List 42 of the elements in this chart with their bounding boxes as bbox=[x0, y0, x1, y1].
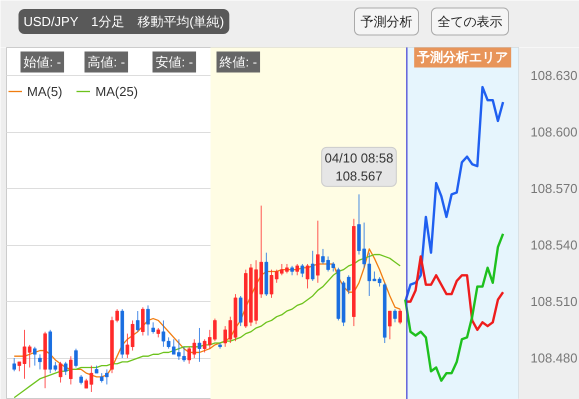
candlestick bbox=[12, 358, 16, 372]
y-tick-label: 108.510 bbox=[530, 294, 578, 310]
candlestick bbox=[136, 310, 140, 332]
candlestick bbox=[33, 346, 37, 366]
candlestick bbox=[300, 263, 304, 278]
candlestick bbox=[398, 308, 402, 325]
candlestick bbox=[290, 265, 294, 276]
candlestick bbox=[69, 356, 73, 385]
candlestick bbox=[151, 322, 155, 334]
annotation: 安値: - bbox=[156, 54, 194, 70]
legend-label: MA(5) bbox=[27, 84, 62, 98]
candlestick bbox=[74, 348, 78, 368]
y-tick-label: 108.630 bbox=[530, 68, 578, 84]
annotation: 終値: - bbox=[218, 54, 258, 70]
chart-title: USD/JPY 1分足 移動平均(単純) bbox=[24, 14, 224, 29]
legend-label: MA(25) bbox=[95, 84, 138, 98]
candlestick bbox=[156, 327, 160, 338]
candlestick bbox=[198, 327, 202, 362]
text: 全ての表示 bbox=[438, 14, 502, 29]
y-tick-label: 108.540 bbox=[530, 238, 578, 253]
annotation: 予測分析エリア bbox=[416, 50, 508, 64]
y-tick-label: 108.480 bbox=[530, 350, 578, 366]
text: 予測分析 bbox=[360, 14, 412, 29]
candlestick bbox=[38, 354, 42, 370]
candlestick bbox=[316, 220, 320, 284]
annotation: 始値: - bbox=[24, 54, 62, 70]
candlestick bbox=[58, 361, 62, 384]
line-series bbox=[404, 86, 504, 303]
candlestick bbox=[393, 308, 397, 323]
candlestick bbox=[79, 374, 83, 385]
annotation: 高値: - bbox=[88, 54, 126, 70]
candlestick bbox=[310, 250, 314, 282]
y-tick-label: 108.570 bbox=[530, 181, 578, 196]
candlestick bbox=[141, 306, 145, 336]
candlestick bbox=[146, 304, 150, 336]
candlestick bbox=[295, 263, 300, 276]
candlestick bbox=[306, 263, 310, 289]
line-series bbox=[404, 232, 504, 382]
candlestick bbox=[388, 310, 392, 340]
y-tick-label: 108.600 bbox=[530, 124, 578, 140]
candlestick bbox=[64, 361, 68, 376]
annotation: 04/10 08:58 108.567 bbox=[324, 150, 394, 184]
